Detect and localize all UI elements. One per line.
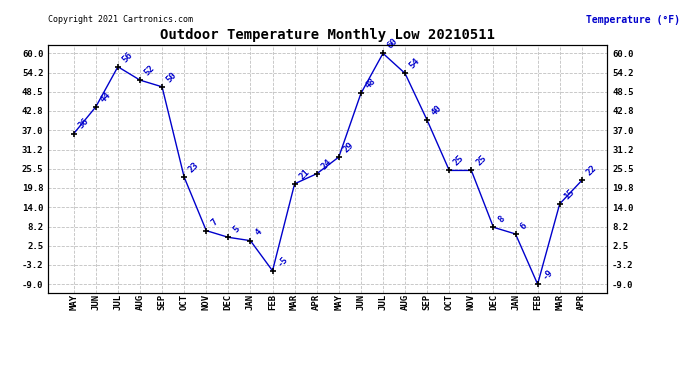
Text: 48: 48: [364, 77, 377, 91]
Text: Copyright 2021 Cartronics.com: Copyright 2021 Cartronics.com: [48, 15, 193, 24]
Text: 25: 25: [452, 154, 466, 168]
Text: 4: 4: [253, 228, 264, 238]
Text: 7: 7: [209, 217, 219, 228]
Text: 44: 44: [99, 90, 112, 104]
Text: 60: 60: [386, 37, 400, 51]
Text: 36: 36: [77, 117, 90, 131]
Text: 40: 40: [430, 104, 444, 117]
Text: 23: 23: [187, 160, 201, 174]
Text: -9: -9: [540, 267, 554, 281]
Text: 25: 25: [474, 154, 488, 168]
Text: 56: 56: [121, 50, 135, 64]
Text: 5: 5: [231, 224, 241, 234]
Text: 15: 15: [562, 187, 576, 201]
Text: 29: 29: [342, 140, 355, 154]
Text: 24: 24: [319, 157, 333, 171]
Text: 8: 8: [496, 214, 506, 225]
Text: 52: 52: [143, 63, 157, 77]
Text: Temperature (°F): Temperature (°F): [586, 15, 680, 25]
Text: 54: 54: [408, 57, 422, 70]
Title: Outdoor Temperature Monthly Low 20210511: Outdoor Temperature Monthly Low 20210511: [160, 28, 495, 42]
Text: 22: 22: [584, 164, 598, 178]
Text: 21: 21: [297, 167, 311, 181]
Text: -5: -5: [275, 254, 289, 268]
Text: 6: 6: [518, 221, 529, 231]
Text: 50: 50: [165, 70, 179, 84]
